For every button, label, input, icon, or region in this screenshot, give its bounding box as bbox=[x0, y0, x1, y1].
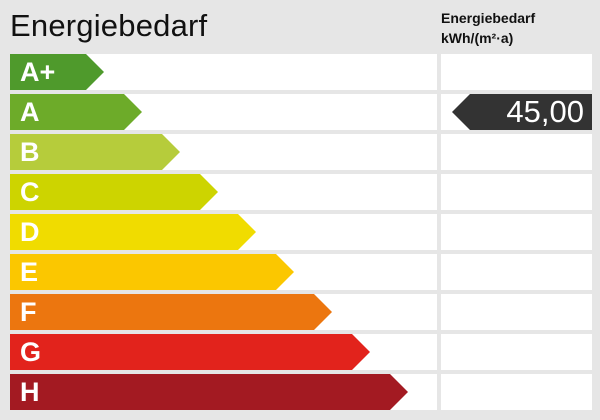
scale-row-bar-area: F bbox=[10, 294, 437, 330]
value-text: 45,00 bbox=[506, 94, 584, 129]
scale-row-value-cell bbox=[441, 254, 592, 290]
unit-label-line2: kWh/(m²·a) bbox=[441, 30, 514, 46]
page-title: Energiebedarf bbox=[10, 8, 208, 43]
class-label: G bbox=[20, 337, 42, 367]
class-arrow-C: C bbox=[10, 174, 218, 210]
scale-row-bar-area: A bbox=[10, 94, 437, 130]
class-label: C bbox=[20, 177, 40, 207]
scale-row-bar-area: B bbox=[10, 134, 437, 170]
class-arrow-B: B bbox=[10, 134, 180, 170]
scale-row-bar-area: G bbox=[10, 334, 437, 370]
scale-row-value-cell bbox=[441, 174, 592, 210]
scale-row-bar-area: C bbox=[10, 174, 437, 210]
scale-row-value-cell bbox=[441, 54, 592, 90]
scale-row-bar-area: D bbox=[10, 214, 437, 250]
class-arrow-G: G bbox=[10, 334, 370, 370]
class-label: H bbox=[20, 377, 40, 407]
class-label: A+ bbox=[20, 57, 56, 87]
class-arrow-H: H bbox=[10, 374, 408, 410]
scale-row-value-cell bbox=[441, 134, 592, 170]
class-arrow-D: D bbox=[10, 214, 256, 250]
scale-row-bar-area: H bbox=[10, 374, 437, 410]
class-label: E bbox=[20, 257, 39, 287]
scale-row-value-cell bbox=[441, 214, 592, 250]
scale-row-bar-area: E bbox=[10, 254, 437, 290]
class-label: D bbox=[20, 217, 40, 247]
class-arrow-A+: A+ bbox=[10, 54, 104, 90]
class-arrow-A: A bbox=[10, 94, 142, 130]
unit-label: Energiebedarf kWh/(m²·a) bbox=[441, 8, 535, 48]
scale-row-bar-area: A+ bbox=[10, 54, 437, 90]
unit-label-line1: Energiebedarf bbox=[441, 10, 536, 26]
class-label: B bbox=[20, 137, 40, 167]
scale-row-value-cell: 45,00 bbox=[441, 94, 592, 130]
class-label: F bbox=[20, 297, 37, 327]
scale-row-value-cell bbox=[441, 334, 592, 370]
class-label: A bbox=[20, 97, 40, 127]
class-arrow-F: F bbox=[10, 294, 332, 330]
scale-row-value-cell bbox=[441, 294, 592, 330]
class-arrow-E: E bbox=[10, 254, 294, 290]
scale-row-value-cell bbox=[441, 374, 592, 410]
value-marker: 45,00 bbox=[452, 94, 592, 130]
